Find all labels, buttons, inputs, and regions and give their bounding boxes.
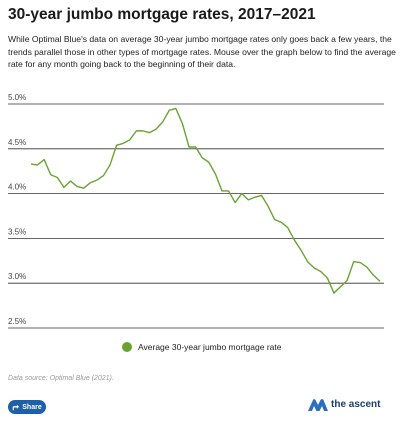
source-note: Data source: Optimal Blue (2021). <box>8 375 114 382</box>
y-tick-label: 3.5% <box>8 227 26 236</box>
line-chart[interactable]: 2.5% 3.0% 3.5% 4.0% 4.5% 5.0% <box>0 0 400 340</box>
ascent-logo-icon <box>308 399 328 411</box>
y-tick-label: 2.5% <box>8 317 26 326</box>
y-tick-label: 4.5% <box>8 138 26 147</box>
y-tick-label: 3.0% <box>8 272 26 281</box>
legend[interactable]: Average 30-year jumbo mortgage rate <box>122 342 281 352</box>
brand-name: the ascent <box>331 398 381 410</box>
share-icon <box>12 404 20 410</box>
share-label: Share <box>22 403 42 411</box>
series-line[interactable] <box>30 107 381 294</box>
y-tick-label: 4.0% <box>8 183 26 192</box>
legend-label: Average 30-year jumbo mortgage rate <box>138 342 282 352</box>
chart-subtitle: While Optimal Blue's data on average 30-… <box>8 34 396 70</box>
chart-title: 30-year jumbo mortgage rates, 2017–2021 <box>8 6 316 23</box>
y-tick-label: 5.0% <box>8 93 26 102</box>
brand-logo: the ascent <box>308 397 380 411</box>
legend-swatch <box>122 342 132 352</box>
share-button[interactable]: Share <box>8 400 46 414</box>
